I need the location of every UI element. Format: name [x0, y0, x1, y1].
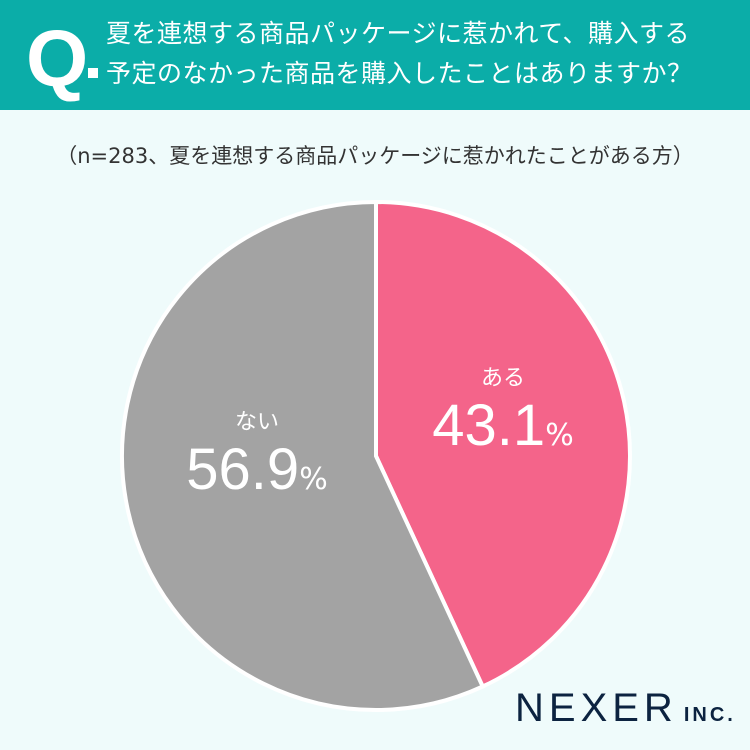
q-mark: Q [26, 14, 89, 103]
slice-label-aru: ある 43.1% [393, 360, 613, 459]
logo-name: NEXER [515, 686, 678, 730]
pie-slice-nai [120, 199, 486, 712]
percent-sign: % [299, 462, 328, 497]
logo-suffix: INC. [683, 704, 736, 726]
title-line-2: 予定のなかった商品を購入したことはありますか？ [106, 59, 693, 88]
slice-name: ある [480, 366, 525, 391]
nexer-logo: NEXER INC. [515, 686, 736, 731]
slice-name: ない [234, 410, 279, 435]
sample-note: （n=283、夏を連想する商品パッケージに惹かれたことがある方） [56, 144, 694, 168]
pie-slice-aru [374, 199, 632, 690]
q-dot [88, 68, 98, 78]
slice-value: 43.1 [432, 393, 546, 458]
percent-sign: % [545, 418, 574, 453]
question-title: 夏を連想する商品パッケージに惹かれて、購入する 予定のなかった商品を購入したこと… [106, 14, 693, 94]
question-header: Q 夏を連想する商品パッケージに惹かれて、購入する 予定のなかった商品を購入した… [0, 0, 750, 110]
title-line-1: 夏を連想する商品パッケージに惹かれて、購入する [106, 19, 691, 48]
slice-value: 56.9 [186, 437, 300, 502]
slice-label-nai: ない 56.9% [147, 404, 367, 503]
